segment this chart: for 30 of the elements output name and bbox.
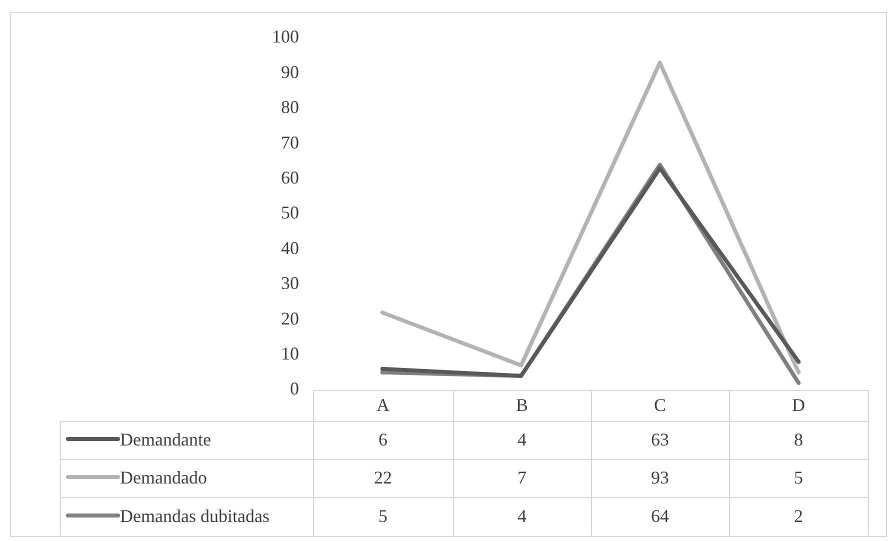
y-tick-label: 30 xyxy=(281,273,299,294)
y-tick-label: 80 xyxy=(281,97,299,118)
data-label: 4 xyxy=(518,430,526,450)
y-tick-label: 10 xyxy=(281,344,299,364)
data-label: 6 xyxy=(378,430,388,450)
data-label: 22 xyxy=(374,468,392,488)
x-tick-label: A xyxy=(376,395,390,416)
x-tick-label: B xyxy=(516,395,528,416)
data-label: 7 xyxy=(518,468,526,488)
y-tick-label: 70 xyxy=(281,132,299,152)
data-label: 63 xyxy=(651,430,669,450)
legend-label: Demandado xyxy=(120,468,207,488)
data-label: 5 xyxy=(378,506,388,526)
data-label: 93 xyxy=(651,468,669,488)
y-tick-label: 40 xyxy=(281,238,299,258)
y-tick-label: 100 xyxy=(272,26,299,47)
x-tick-label: D xyxy=(792,395,805,416)
y-tick-label: 90 xyxy=(281,62,299,82)
data-label: 2 xyxy=(794,506,803,526)
x-tick-label: C xyxy=(654,395,666,416)
legend-label: Demandas dubitadas xyxy=(120,506,270,526)
y-tick-label: 0 xyxy=(290,378,299,399)
data-label: 4 xyxy=(518,506,526,526)
y-tick-label: 20 xyxy=(281,308,299,328)
data-label: 64 xyxy=(651,506,669,526)
y-tick-label: 50 xyxy=(281,202,299,223)
legend-label: Demandante xyxy=(120,430,211,450)
data-label: 5 xyxy=(794,468,803,488)
data-label: 8 xyxy=(794,430,803,450)
y-tick-label: 60 xyxy=(281,168,299,188)
